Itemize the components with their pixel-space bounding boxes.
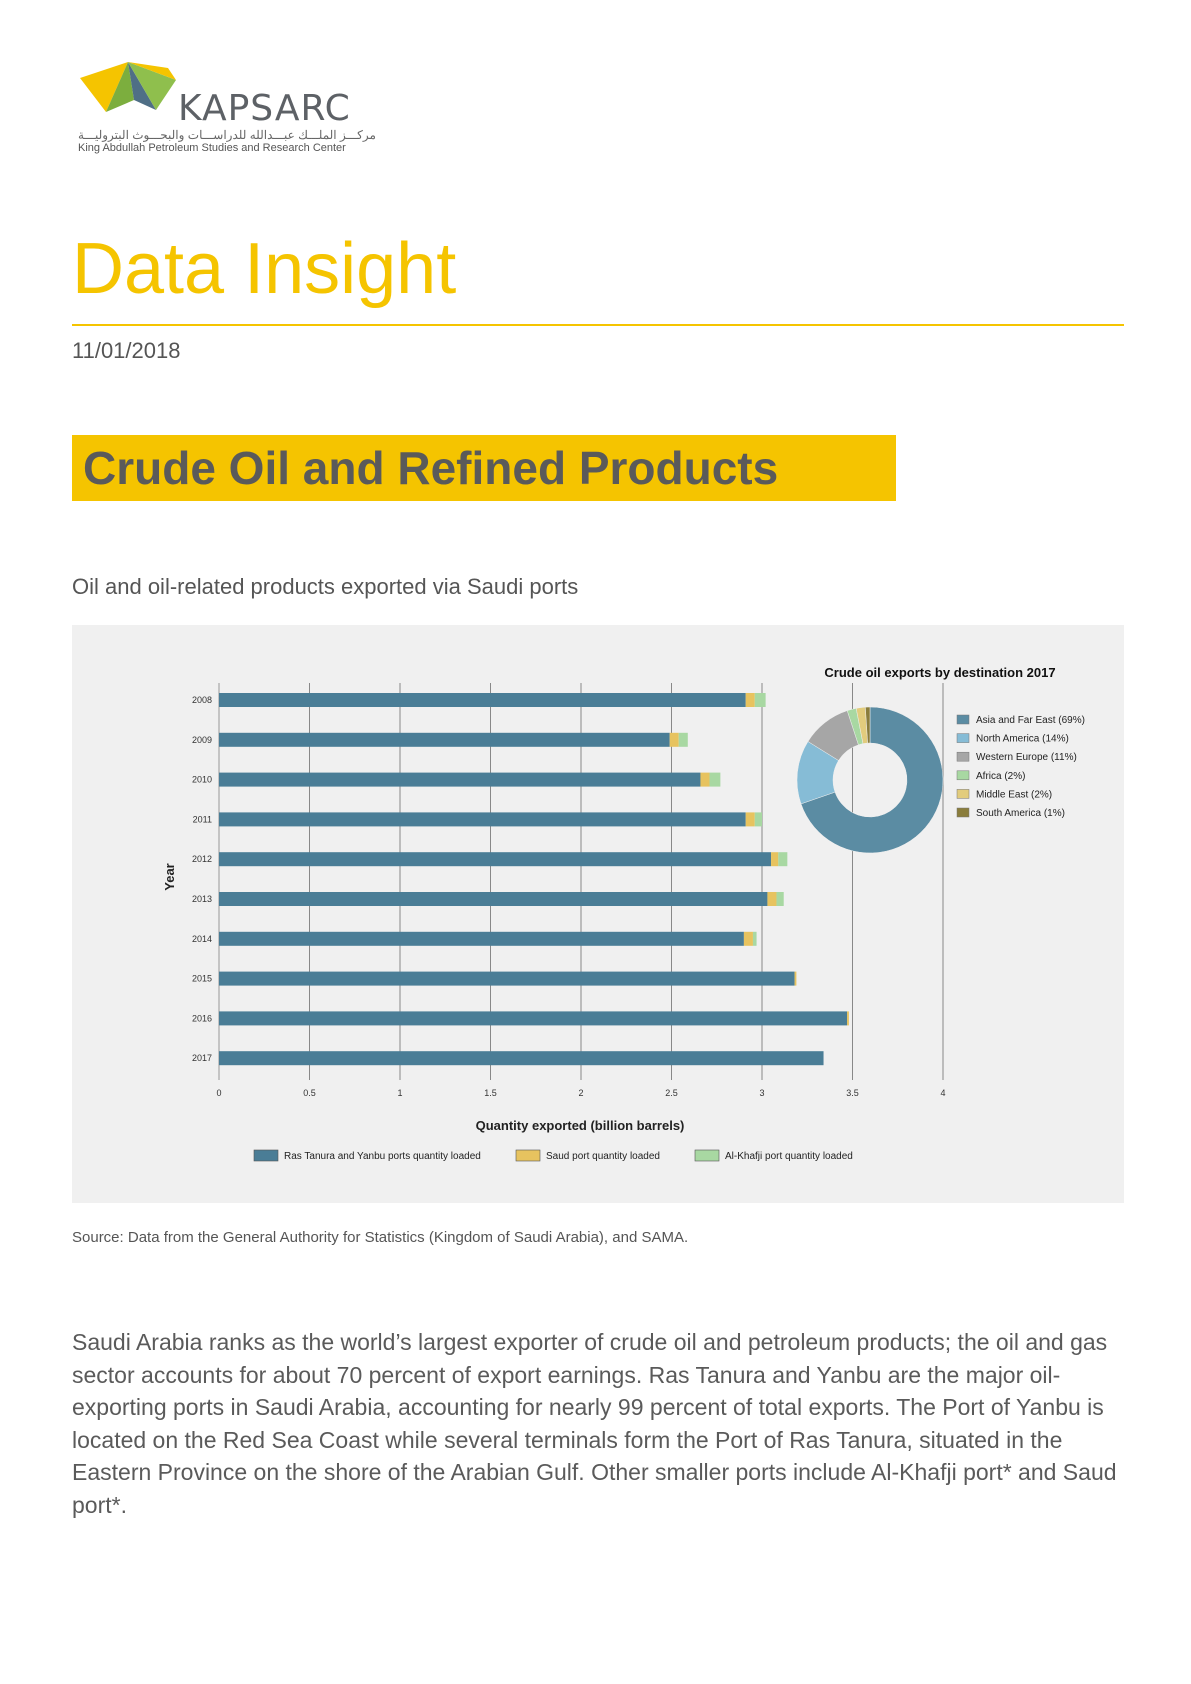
donut-title: Crude oil exports by destination 2017	[824, 665, 1055, 680]
title-divider	[72, 324, 1124, 326]
x-tick-label: 1.5	[484, 1088, 497, 1098]
publication-date: 11/01/2018	[72, 338, 181, 363]
y-tick-label: 2013	[192, 894, 212, 904]
x-tick-label: 1	[397, 1088, 402, 1098]
bar-segment	[219, 772, 701, 787]
legend-label: Ras Tanura and Yanbu ports quantity load…	[284, 1151, 481, 1162]
bar-segment	[745, 693, 755, 707]
bar-segment	[847, 1011, 849, 1026]
donut-slice	[865, 706, 871, 744]
section-heading: Crude Oil and Refined Products	[83, 442, 779, 494]
x-tick-label: 3	[759, 1088, 764, 1098]
donut-legend-label: Asia and Far East (69%)	[976, 715, 1085, 726]
bar-segment	[771, 852, 779, 867]
bar-segment	[219, 852, 772, 867]
legend-swatch	[694, 1149, 720, 1162]
y-tick-label: 2015	[192, 974, 212, 984]
chart-panel: 0 0.5 1 1.5 2 2.5 3 3.5 4 2008 2009 2010 2011 2012 201…	[72, 625, 1124, 1203]
charts-svg: 0 0.5 1 1.5 2 2.5 3 3.5 4 2008 2009 2010 2011 2012 201…	[162, 665, 1085, 1162]
bar-segment	[778, 852, 788, 867]
x-tick-label: 0	[216, 1088, 221, 1098]
donut-legend-label: Western Europe (11%)	[976, 752, 1077, 763]
y-tick-label: 2012	[192, 854, 212, 864]
donut-legend-swatch	[956, 714, 970, 725]
donut-legend-label: North America (14%)	[976, 734, 1069, 745]
y-tick-label: 2016	[192, 1013, 212, 1023]
kapsarc-emblem-icon	[80, 62, 176, 112]
page-title: Data Insight	[72, 229, 457, 309]
section-heading-box: Crude Oil and Refined Products	[72, 435, 896, 501]
chart-title: Oil and oil-related products exported vi…	[72, 574, 579, 599]
body-paragraph: Saudi Arabia ranks as the world’s larges…	[72, 1329, 1117, 1518]
donut-legend-label: South America (1%)	[976, 808, 1065, 819]
bar-segment	[794, 971, 797, 986]
donut-legend-label: Africa (2%)	[976, 771, 1025, 782]
y-tick-label: 2017	[192, 1053, 212, 1063]
legend-swatch	[253, 1149, 279, 1162]
bar-segment	[767, 892, 777, 906]
donut-legend-label: Middle East (2%)	[976, 789, 1052, 800]
y-tick-label: 2009	[192, 735, 212, 745]
y-tick-label: 2008	[192, 695, 212, 705]
bar-segment	[776, 892, 784, 906]
legend-label: Al-Khafji port quantity loaded	[725, 1151, 853, 1162]
bar-segment	[669, 732, 679, 747]
bar-segment	[754, 693, 766, 707]
bar-segment	[219, 1051, 824, 1066]
y-tick-label: 2010	[192, 775, 212, 785]
legend-swatch	[515, 1149, 541, 1162]
source-note: Source: Data from the General Authority …	[72, 1229, 689, 1246]
bar-segment	[219, 732, 670, 747]
bar-segment	[219, 1011, 848, 1026]
bar-segment	[219, 693, 746, 707]
x-tick-label: 4	[940, 1088, 945, 1098]
x-tick-label: 2	[578, 1088, 583, 1098]
bar-segment	[219, 971, 795, 986]
y-axis-title: Year	[162, 863, 177, 890]
bar-segment	[752, 931, 757, 946]
bar-segment	[709, 772, 721, 787]
logo-english-name: King Abdullah Petroleum Studies and Rese…	[78, 142, 346, 154]
logo-arabic-name: مركـــز الملـــك عبـــدالله للدراســـات …	[78, 128, 376, 142]
bar-segment	[219, 931, 744, 946]
bar-segment	[745, 812, 755, 827]
y-tick-label: 2011	[193, 814, 212, 824]
kapsarc-logo: KAPSARC مركـــز الملـــك عبـــدالله للدر…	[78, 60, 378, 160]
bar-segment	[700, 772, 710, 787]
bar-segment	[754, 812, 762, 827]
donut-legend-swatch	[956, 770, 970, 781]
donut-legend-swatch	[956, 807, 970, 818]
bar-segment	[219, 892, 768, 906]
bar-segment	[743, 931, 753, 946]
donut-legend-swatch	[956, 751, 970, 762]
x-tick-label: 0.5	[303, 1088, 316, 1098]
bar-segment	[219, 812, 746, 827]
donut-legend-swatch	[956, 789, 970, 799]
donut-legend-swatch	[956, 733, 970, 743]
x-tick-label: 3.5	[846, 1088, 859, 1098]
x-axis-title: Quantity exported (billion barrels)	[476, 1118, 685, 1133]
donut-slice	[800, 706, 944, 854]
x-tick-label: 2.5	[665, 1088, 678, 1098]
legend-label: Saud port quantity loaded	[546, 1151, 660, 1162]
y-tick-label: 2014	[192, 934, 212, 944]
logo-wordmark: KAPSARC	[178, 88, 351, 129]
bar-segment	[678, 732, 688, 747]
